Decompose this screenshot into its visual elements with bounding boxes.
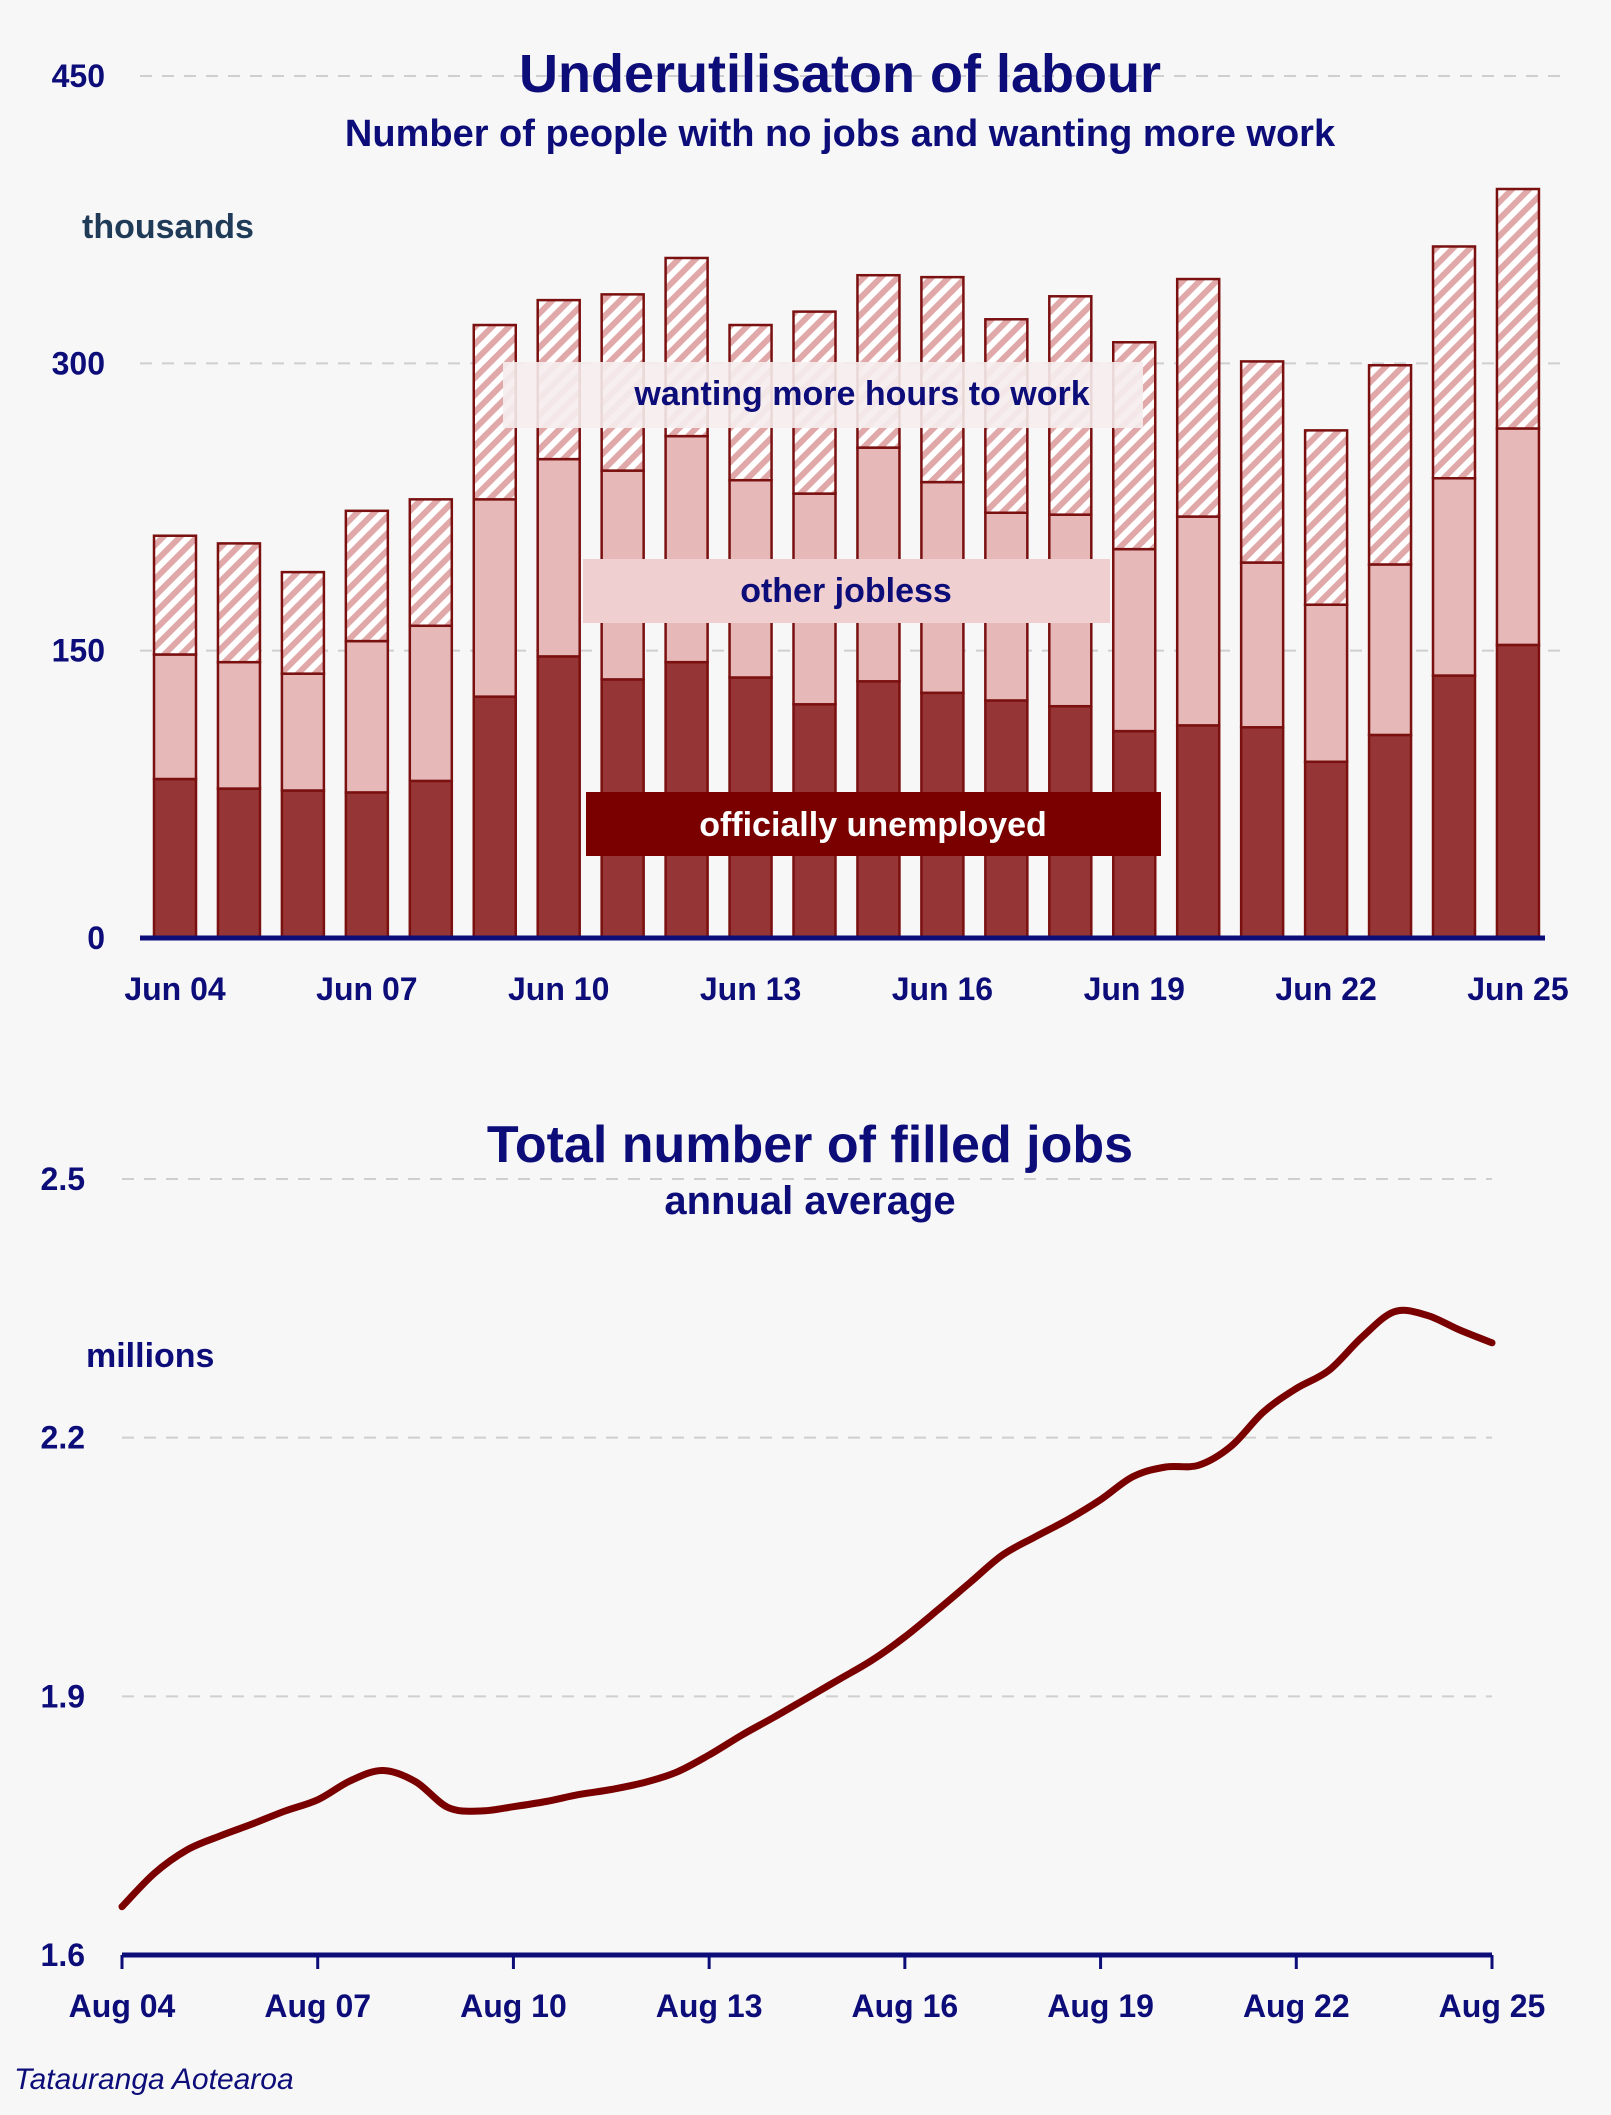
bottom-chart-subtitle: annual average bbox=[664, 1179, 955, 1223]
bottom-y-tick-label: 2.2 bbox=[41, 1420, 85, 1456]
bar-other-jobless bbox=[1112, 547, 1157, 733]
source-credit: Tatauranga Aotearoa bbox=[14, 2063, 294, 2096]
label-bg-officially-unemployed bbox=[586, 792, 1161, 856]
bar-unemployed bbox=[1239, 726, 1285, 940]
bar-wanting-more-hours bbox=[408, 498, 454, 628]
bar-wanting-more-hours bbox=[1239, 360, 1285, 564]
bar-unemployed bbox=[216, 787, 262, 940]
bottom-x-tick-label: Aug 16 bbox=[852, 1988, 959, 2024]
bottom-y-tick-label: 2.5 bbox=[41, 1161, 85, 1197]
top-y-tick-label: 0 bbox=[87, 920, 105, 956]
bar-unemployed bbox=[1431, 674, 1477, 940]
top-x-tick-label: Jun 22 bbox=[1275, 971, 1376, 1007]
bar-other-jobless bbox=[280, 672, 326, 792]
bar-wanting-more-hours bbox=[152, 534, 198, 656]
bottom-x-tick-labels: Aug 04 Aug 07 Aug 10 Aug 13 Aug 16 Aug 19 Aug … bbox=[69, 1955, 1546, 2024]
top-chart-subtitle: Number of people with no jobs and wantin… bbox=[345, 113, 1336, 155]
bottom-x-tick-label: Aug 13 bbox=[656, 1988, 763, 2024]
top-x-tick-label: Jun 19 bbox=[1084, 971, 1185, 1007]
bar-unemployed bbox=[280, 789, 326, 940]
bar-wanting-more-hours bbox=[280, 570, 326, 675]
bar-other-jobless bbox=[1431, 477, 1477, 677]
series-label-officially-unemployed: officially unemployed bbox=[699, 806, 1047, 844]
bar-wanting-more-hours bbox=[1431, 245, 1477, 480]
bar-unemployed bbox=[344, 791, 390, 940]
series-label-wanting-more-hours: wanting more hours to work bbox=[633, 375, 1089, 413]
bottom-chart-title: Total number of filled jobs bbox=[487, 1116, 1133, 1174]
bar-wanting-more-hours bbox=[1303, 429, 1349, 606]
top-x-tick-label: Jun 04 bbox=[124, 971, 226, 1007]
bottom-x-tick-label: Aug 19 bbox=[1047, 1988, 1154, 2024]
bar-unemployed bbox=[408, 779, 454, 940]
bar-unemployed bbox=[536, 655, 581, 940]
bottom-gridlines bbox=[122, 1178, 1492, 1698]
bottom-y-tick-labels: 1.6 1.9 2.2 2.5 bbox=[41, 1161, 85, 1973]
bottom-y-unit-label: millions bbox=[86, 1337, 214, 1375]
top-y-tick-labels: 0 150 300 450 bbox=[52, 58, 105, 956]
top-x-tick-label: Jun 10 bbox=[508, 971, 609, 1007]
bottom-x-tick-label: Aug 10 bbox=[460, 1988, 567, 2024]
bar-other-jobless bbox=[152, 653, 198, 781]
bar-wanting-more-hours bbox=[1175, 277, 1221, 518]
bar-other-jobless bbox=[1175, 515, 1221, 727]
top-x-tick-label: Jun 07 bbox=[316, 971, 417, 1007]
bar-wanting-more-hours bbox=[216, 542, 262, 664]
bar-unemployed bbox=[1495, 643, 1541, 940]
top-x-tick-label: Jun 25 bbox=[1467, 971, 1568, 1007]
top-y-tick-label: 300 bbox=[52, 345, 105, 381]
top-x-tick-label: Jun 16 bbox=[892, 971, 993, 1007]
bar-unemployed bbox=[472, 695, 517, 940]
bar-other-jobless bbox=[1239, 561, 1285, 729]
filled-jobs-line bbox=[118, 1306, 1496, 1911]
bar-unemployed bbox=[152, 777, 198, 940]
top-y-tick-label: 150 bbox=[52, 633, 105, 669]
top-x-tick-labels: Jun 04 Jun 07 Jun 10 Jun 13 Jun 16 Jun 19 Jun … bbox=[124, 971, 1568, 1007]
bottom-y-tick-label: 1.9 bbox=[41, 1678, 85, 1714]
bottom-x-tick-label: Aug 22 bbox=[1243, 1988, 1350, 2024]
bar-unemployed bbox=[1367, 733, 1413, 940]
bottom-x-tick-label: Aug 04 bbox=[69, 1988, 176, 2024]
label-bg-wanting-more-hours bbox=[503, 362, 1143, 428]
bar-other-jobless bbox=[408, 624, 454, 783]
bar-wanting-more-hours bbox=[344, 509, 390, 643]
bar-unemployed bbox=[1175, 724, 1221, 940]
bar-other-jobless bbox=[344, 639, 390, 794]
bar-other-jobless bbox=[1367, 563, 1413, 737]
series-label-other-jobless: other jobless bbox=[740, 572, 952, 610]
top-x-tick-label: Jun 13 bbox=[700, 971, 801, 1007]
underutilisation-chart: 0 150 300 450 Jun 04 Jun 07 Jun 10 Jun 13 Jun 1… bbox=[52, 44, 1569, 1007]
bar-other-jobless bbox=[536, 457, 581, 658]
filled-jobs-chart: 1.61.92.22.5 Aug 04 Aug 07 Aug 10 Aug 13 Aug… bbox=[41, 1116, 1546, 2024]
bar-wanting-more-hours bbox=[1495, 187, 1541, 430]
bar-other-jobless bbox=[1495, 427, 1541, 647]
bottom-x-tick-label: Aug 25 bbox=[1439, 1988, 1546, 2024]
bar-other-jobless bbox=[216, 660, 262, 790]
bar-other-jobless bbox=[1303, 603, 1349, 764]
bar-other-jobless bbox=[664, 434, 709, 664]
label-bg-other-jobless bbox=[583, 559, 1110, 623]
bar-other-jobless bbox=[472, 498, 517, 698]
bar-unemployed bbox=[1303, 760, 1349, 940]
bottom-y-tick-label: 1.6 bbox=[41, 1937, 85, 1973]
top-y-unit-label: thousands bbox=[82, 208, 254, 246]
bottom-x-tick-label: Aug 07 bbox=[264, 1988, 371, 2024]
bar-wanting-more-hours bbox=[1367, 363, 1413, 566]
top-y-tick-label: 450 bbox=[52, 58, 105, 94]
top-chart-title: Underutilisaton of labour bbox=[519, 44, 1161, 104]
